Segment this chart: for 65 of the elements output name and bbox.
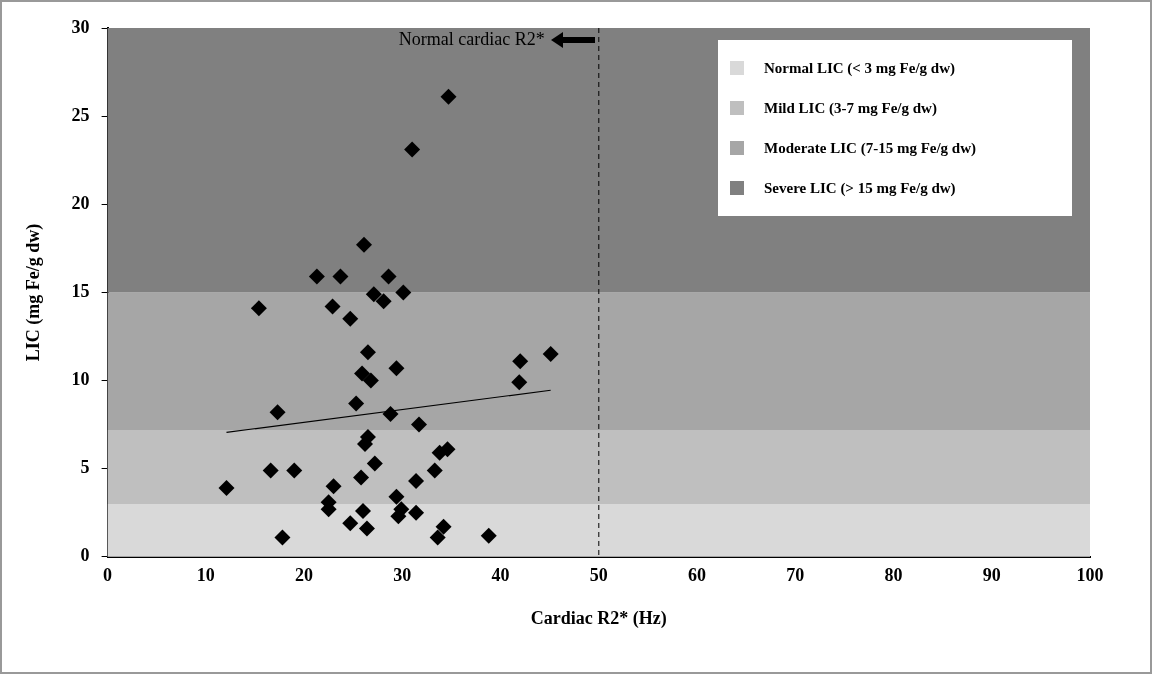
point	[429, 529, 446, 546]
y-tick-label: 0	[80, 545, 90, 566]
x-tick-label: 50	[589, 565, 608, 586]
x-tick-label: 0	[103, 565, 113, 586]
point	[262, 462, 279, 479]
y-tick-label: 30	[71, 16, 90, 37]
point	[354, 365, 371, 382]
x-tick-label: 40	[491, 565, 510, 586]
point	[218, 480, 235, 497]
x-axis-title: Cardiac R2* (Hz)	[530, 607, 667, 629]
legend-label: Normal LIC (< 3 mg Fe/g dw)	[764, 59, 956, 77]
x-tick-label: 20	[295, 565, 314, 586]
y-tick-label: 10	[71, 369, 90, 390]
y-tick-label: 25	[71, 104, 90, 125]
point	[358, 520, 375, 537]
point	[274, 529, 291, 546]
x-tick-label: 60	[688, 565, 707, 586]
point	[353, 469, 370, 486]
point	[380, 268, 397, 285]
legend-label: Moderate LIC (7-15 mg Fe/g dw)	[764, 139, 977, 157]
point	[269, 404, 286, 421]
point	[332, 268, 349, 285]
point	[408, 504, 425, 521]
point	[411, 416, 428, 433]
band-label: Severe LIC (> 15 mg Fe/g dw)	[764, 179, 956, 197]
point	[324, 298, 341, 315]
y-tick-label: 15	[71, 281, 90, 302]
point	[542, 346, 559, 363]
point	[435, 518, 452, 535]
x-tick-label: 10	[196, 565, 215, 586]
point	[308, 268, 325, 285]
point	[359, 344, 376, 361]
point	[440, 88, 457, 105]
x-tick-label: 90	[982, 565, 1001, 586]
y-tick-label: 5	[80, 457, 90, 478]
point	[382, 406, 399, 423]
point	[325, 478, 342, 495]
point	[342, 310, 359, 327]
point	[388, 488, 405, 505]
point	[404, 141, 421, 158]
point	[356, 236, 373, 253]
x-tick-label: 80	[884, 565, 903, 586]
point	[348, 395, 365, 412]
point	[480, 527, 497, 544]
y-tick-label: 20	[71, 192, 90, 213]
point	[342, 515, 359, 532]
y-axis-title: LIC (mg Fe/g dw)	[23, 223, 45, 362]
point	[250, 300, 267, 317]
ref-line-label: Normal cardiac R2*	[398, 28, 545, 49]
x-tick-label: 30	[393, 565, 412, 586]
point	[511, 374, 528, 391]
x-tick-label: 70	[786, 565, 805, 586]
point	[388, 360, 405, 377]
point	[365, 286, 382, 303]
x-tick-label: 100	[1076, 565, 1104, 586]
point	[408, 473, 425, 490]
point	[286, 462, 303, 479]
point	[375, 293, 392, 310]
point	[395, 284, 412, 301]
point	[362, 372, 379, 389]
point	[366, 455, 383, 472]
legend-label: Mild LIC (3-7 mg Fe/g dw)	[764, 99, 937, 117]
point	[512, 353, 529, 370]
point	[355, 502, 372, 519]
point	[426, 462, 443, 479]
